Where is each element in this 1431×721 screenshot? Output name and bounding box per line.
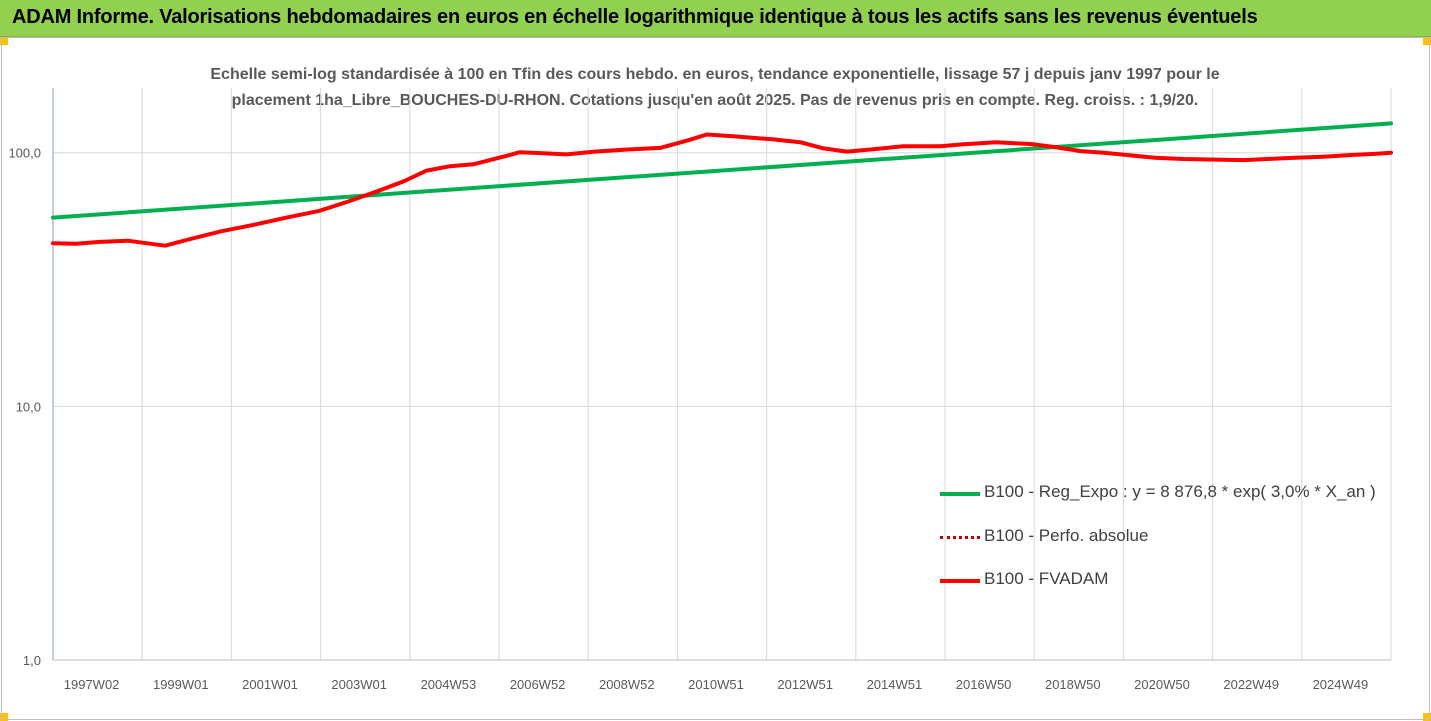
x-tick-label: 2008W52 bbox=[599, 677, 655, 692]
y-tick-label: 100,0 bbox=[8, 146, 41, 161]
chart-frame bbox=[1, 37, 1430, 720]
window-title: ADAM Informe. Valorisations hebdomadaire… bbox=[12, 6, 1258, 28]
x-tick-label: 1997W02 bbox=[64, 677, 120, 692]
y-tick-label: 1,0 bbox=[23, 653, 41, 668]
y-tick-label: 10,0 bbox=[16, 399, 41, 414]
legend-swatch-perfo-absolue bbox=[940, 536, 980, 539]
series-line-reg-expo bbox=[51, 121, 1393, 220]
x-tick-label: 2020W50 bbox=[1134, 677, 1190, 692]
chart-title-line1: Echelle semi-log standardisée à 100 en T… bbox=[210, 66, 1220, 83]
corner-mark-bottom-left bbox=[0, 713, 8, 721]
corner-mark-bottom-right bbox=[1423, 713, 1431, 721]
x-tick-label: 2016W50 bbox=[956, 677, 1012, 692]
x-tick-label: 2022W49 bbox=[1223, 677, 1279, 692]
x-tick-label: 2018W50 bbox=[1045, 677, 1101, 692]
x-tick-label: 2010W51 bbox=[688, 677, 744, 692]
series-line-fvadam bbox=[51, 132, 1393, 248]
corner-mark-top-left bbox=[0, 37, 8, 45]
x-tick-label: 2024W49 bbox=[1313, 677, 1369, 692]
x-tick-label: 2006W52 bbox=[510, 677, 566, 692]
chart-title-line2: placement 1ha_Libre_BOUCHES-DU-RHON. Cot… bbox=[231, 92, 1199, 109]
x-tick-label: 2003W01 bbox=[331, 677, 387, 692]
x-tick-label: 2004W53 bbox=[421, 677, 477, 692]
corner-mark-top-right bbox=[1423, 37, 1431, 45]
title-bar: ADAM Informe. Valorisations hebdomadaire… bbox=[0, 0, 1431, 37]
legend-swatch-fvadam bbox=[940, 579, 980, 583]
legend-label-fvadam: B100 - FVADAM bbox=[984, 569, 1109, 588]
legend-label-reg-expo: B100 - Reg_Expo : y = 8 876,8 * exp( 3,0… bbox=[984, 482, 1376, 501]
legend-swatch-reg-expo bbox=[940, 492, 980, 496]
x-tick-label: 2014W51 bbox=[867, 677, 923, 692]
x-tick-label: 1999W01 bbox=[153, 677, 209, 692]
x-tick-label: 2001W01 bbox=[242, 677, 298, 692]
legend-label-perfo-absolue: B100 - Perfo. absolue bbox=[984, 526, 1149, 545]
x-tick-label: 2012W51 bbox=[777, 677, 833, 692]
